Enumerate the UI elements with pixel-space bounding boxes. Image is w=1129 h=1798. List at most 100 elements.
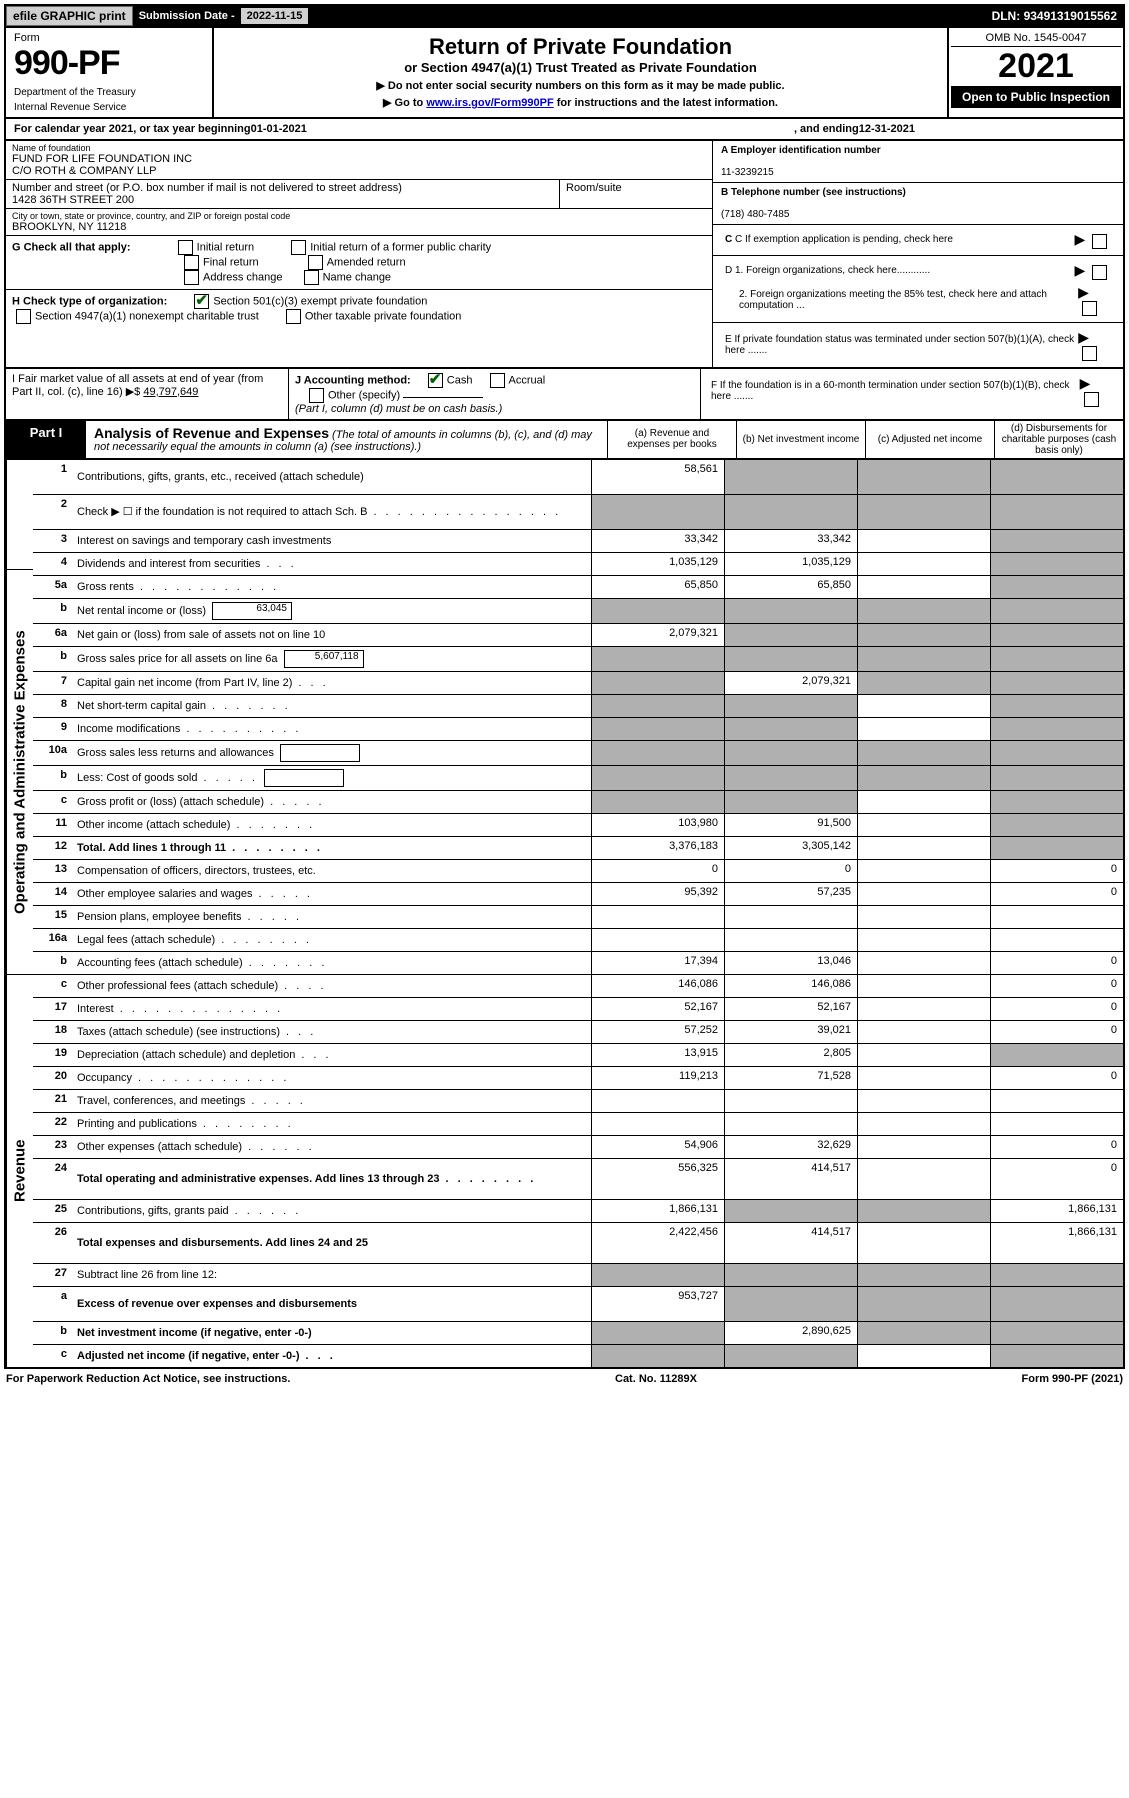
amount-col-a: 119,213: [591, 1067, 724, 1089]
amount-col-b: 0: [724, 860, 857, 882]
amount-col-b: [724, 1200, 857, 1222]
form-header: Form 990-PF Department of the Treasury I…: [4, 28, 1125, 119]
line-number: 11: [33, 814, 73, 836]
irs-label: Internal Revenue Service: [14, 102, 204, 113]
line-description: Other income (attach schedule). . . . . …: [73, 814, 591, 836]
line-description: Travel, conferences, and meetings. . . .…: [73, 1090, 591, 1112]
amount-col-a: [591, 1322, 724, 1344]
amount-col-d: [990, 929, 1123, 951]
amount-col-d: [990, 1113, 1123, 1135]
line-number: 17: [33, 998, 73, 1020]
amount-col-d: [990, 1044, 1123, 1066]
cb-other-taxable[interactable]: [286, 309, 301, 324]
amount-col-c: [857, 975, 990, 997]
cb-e[interactable]: [1082, 346, 1097, 361]
amount-col-d: [990, 624, 1123, 646]
amount-col-d: 0: [990, 883, 1123, 905]
open-to-public: Open to Public Inspection: [951, 86, 1121, 108]
form990pf-link[interactable]: www.irs.gov/Form990PF: [426, 97, 553, 109]
amount-col-c: [857, 1322, 990, 1344]
table-row: 14Other employee salaries and wages. . .…: [33, 883, 1123, 906]
amount-col-d: [990, 1090, 1123, 1112]
table-row: 2Check ▶ ☐ if the foundation is not requ…: [33, 495, 1123, 530]
cb-initial-former[interactable]: [291, 240, 306, 255]
line-description: Check ▶ ☐ if the foundation is not requi…: [73, 495, 591, 529]
amount-col-a: 146,086: [591, 975, 724, 997]
amount-col-a: [591, 1090, 724, 1112]
form-word: Form: [14, 32, 204, 44]
amount-col-b: 39,021: [724, 1021, 857, 1043]
amount-col-b: [724, 741, 857, 765]
cb-d2[interactable]: [1082, 301, 1097, 316]
line-number: c: [33, 791, 73, 813]
line-description: Interest on savings and temporary cash i…: [73, 530, 591, 552]
line-number: 3: [33, 530, 73, 552]
amount-col-b: 65,850: [724, 576, 857, 598]
amount-col-a: 95,392: [591, 883, 724, 905]
amount-col-d: [990, 906, 1123, 928]
cb-name-change[interactable]: [304, 270, 319, 285]
amount-col-b: [724, 929, 857, 951]
table-row: 24Total operating and administrative exp…: [33, 1159, 1123, 1200]
line-description: Net short-term capital gain. . . . . . .: [73, 695, 591, 717]
line-number: c: [33, 1345, 73, 1367]
instruction-1: ▶ Do not enter social security numbers o…: [220, 79, 941, 92]
line-number: 18: [33, 1021, 73, 1043]
line-description: Net investment income (if negative, ente…: [73, 1322, 591, 1344]
form-ref: Form 990-PF (2021): [1022, 1373, 1123, 1385]
line-number: a: [33, 1287, 73, 1321]
tax-year: 2021: [951, 47, 1121, 86]
line-number: 23: [33, 1136, 73, 1158]
side-labels: RevenueOperating and Administrative Expe…: [6, 460, 33, 1367]
table-row: 21Travel, conferences, and meetings. . .…: [33, 1090, 1123, 1113]
amount-col-b: 1,035,129: [724, 553, 857, 575]
line-description: Other employee salaries and wages. . . .…: [73, 883, 591, 905]
table-row: bAccounting fees (attach schedule). . . …: [33, 952, 1123, 975]
city-cell: City or town, state or province, country…: [6, 209, 712, 236]
line-description: Net gain or (loss) from sale of assets n…: [73, 624, 591, 646]
col-b-header: (b) Net investment income: [736, 421, 865, 458]
amount-col-a: 556,325: [591, 1159, 724, 1199]
cb-d1[interactable]: [1092, 265, 1107, 280]
table-row: 23Other expenses (attach schedule). . . …: [33, 1136, 1123, 1159]
line-description: Capital gain net income (from Part IV, l…: [73, 672, 591, 694]
cb-4947[interactable]: [16, 309, 31, 324]
cb-address-change[interactable]: [184, 270, 199, 285]
calendar-year-row: For calendar year 2021, or tax year begi…: [4, 119, 1125, 141]
cb-initial-return[interactable]: [178, 240, 193, 255]
cb-other-method[interactable]: [309, 388, 324, 403]
amount-col-d: [990, 672, 1123, 694]
amount-col-c: [857, 576, 990, 598]
cat-no: Cat. No. 11289X: [615, 1373, 697, 1385]
amount-col-b: [724, 599, 857, 623]
amount-col-d: [990, 837, 1123, 859]
cb-cash[interactable]: [428, 373, 443, 388]
amount-col-d: [990, 741, 1123, 765]
line-description: Contributions, gifts, grants paid. . . .…: [73, 1200, 591, 1222]
table-row: bNet rental income or (loss)63,045: [33, 599, 1123, 624]
cb-c-pending[interactable]: [1092, 234, 1107, 249]
amount-col-a: [591, 495, 724, 529]
line-description: Less: Cost of goods sold. . . . .: [73, 766, 591, 790]
line-number: 15: [33, 906, 73, 928]
line-number: 13: [33, 860, 73, 882]
cb-f[interactable]: [1084, 392, 1099, 407]
cb-final-return[interactable]: [184, 255, 199, 270]
line-description: Interest. . . . . . . . . . . . . .: [73, 998, 591, 1020]
efile-print-button[interactable]: efile GRAPHIC print: [6, 6, 133, 26]
cb-501c3[interactable]: [194, 294, 209, 309]
cb-amended-return[interactable]: [308, 255, 323, 270]
amount-col-b: 146,086: [724, 975, 857, 997]
amount-col-a: [591, 599, 724, 623]
line-number: c: [33, 975, 73, 997]
line-number: 12: [33, 837, 73, 859]
line-description: Gross sales less returns and allowances: [73, 741, 591, 765]
cb-accrual[interactable]: [490, 373, 505, 388]
amount-col-c: [857, 1021, 990, 1043]
amount-col-a: [591, 1113, 724, 1135]
line-description: Dividends and interest from securities. …: [73, 553, 591, 575]
amount-col-c: [857, 1044, 990, 1066]
top-bar: efile GRAPHIC print Submission Date - 20…: [4, 4, 1125, 28]
page-footer: For Paperwork Reduction Act Notice, see …: [4, 1369, 1125, 1389]
amount-col-c: [857, 791, 990, 813]
